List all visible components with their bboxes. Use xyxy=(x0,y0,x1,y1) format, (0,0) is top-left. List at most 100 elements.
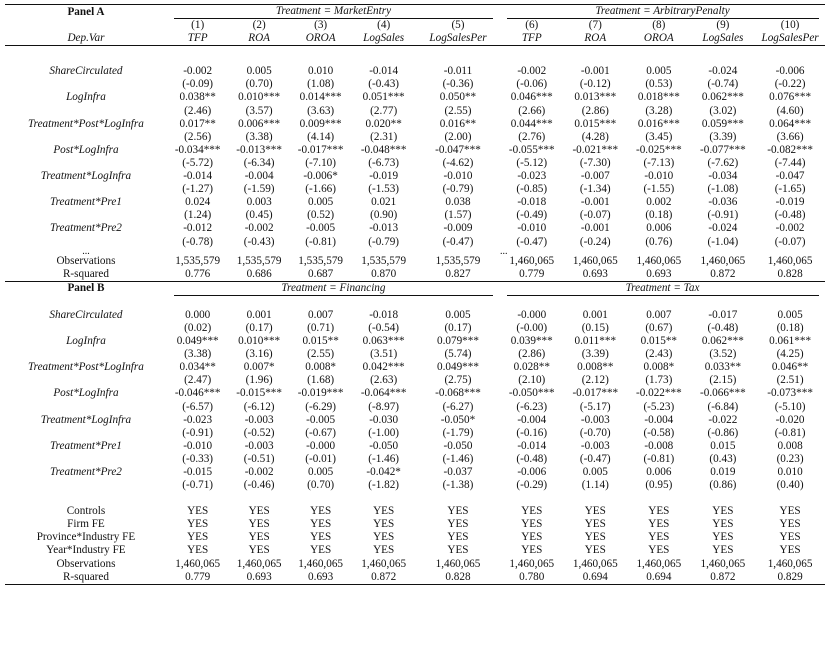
value-cell: 0.028** xyxy=(513,361,550,374)
value-cell: 0.686 xyxy=(228,267,290,282)
value-cell: (-0.07) xyxy=(579,209,611,222)
value-cell: YES xyxy=(779,544,801,557)
value-cell: (-1.34) xyxy=(579,183,611,196)
value-cell: (-0.47) xyxy=(442,235,474,248)
value-cell: (0.18) xyxy=(645,209,673,222)
value-cell: -0.011 xyxy=(443,65,473,78)
value-cell: -0.004 xyxy=(644,413,674,426)
value-cell: (-0.78) xyxy=(182,235,214,248)
value-cell: -0.015*** xyxy=(236,387,282,400)
value-cell: 0.779 xyxy=(166,570,229,585)
value-cell: -0.004 xyxy=(244,170,274,183)
row-label: Observations xyxy=(56,557,116,570)
spacer-row xyxy=(5,46,825,60)
value-cell: (-1.53) xyxy=(368,183,400,196)
value-cell: (-0.74) xyxy=(707,78,739,91)
value-cell: -0.020 xyxy=(775,413,805,426)
tstat-row: (-0.78) (-0.43) (-0.81) (-0.79) (-0.47) (-0.4… xyxy=(5,236,825,249)
fixed-effect-row: Year*Industry FE YES YES YES YES YES YES YES YES… xyxy=(5,544,825,557)
value-cell: 0.870 xyxy=(351,267,416,282)
value-cell: -0.019 xyxy=(369,170,399,183)
value-cell: 1,460,065 xyxy=(700,254,746,267)
spacer-cell xyxy=(500,492,564,505)
row-label xyxy=(5,374,167,387)
panel-label: Panel B xyxy=(67,282,105,295)
spacer-cell xyxy=(416,296,500,309)
row-label: Treatment*Pre2 xyxy=(50,222,122,235)
value-cell: -0.014 xyxy=(183,170,213,183)
value-cell: 0.829 xyxy=(755,570,825,585)
value-cell: 0.000 xyxy=(185,308,211,321)
value-cell: (-6.23) xyxy=(516,400,548,413)
value-cell: (2.75) xyxy=(444,374,472,387)
value-cell: YES xyxy=(248,531,270,544)
value-cell: (3.02) xyxy=(709,104,737,117)
value-cell: (2.86) xyxy=(581,104,609,117)
value-cell: (-5.17) xyxy=(579,400,611,413)
value-cell: 0.827 xyxy=(415,267,500,282)
value-cell: (6) xyxy=(525,19,539,32)
spacer-cell xyxy=(500,46,564,60)
value-cell: YES xyxy=(648,544,670,557)
value-cell: 1,460,065 xyxy=(175,557,221,570)
value-cell: -0.015 xyxy=(183,466,213,478)
row-label xyxy=(5,19,167,32)
value-cell: (-5.23) xyxy=(643,400,675,413)
value-cell: (0.86) xyxy=(709,479,737,492)
row-label: Observations xyxy=(56,254,116,267)
value-cell: 0.033** xyxy=(704,361,742,374)
spacer-cell xyxy=(167,46,228,60)
tstat-row: (2.56) (3.38) (4.14) (2.31) (2.00) (2.76) (4.2… xyxy=(5,131,825,144)
value-cell: 1,535,579 xyxy=(435,254,481,267)
spacer-cell xyxy=(755,492,825,505)
value-cell: 0.010*** xyxy=(238,335,281,348)
spacer-cell xyxy=(691,46,756,60)
row-label: Post*LogInfra xyxy=(53,143,119,156)
value-cell: (-1.04) xyxy=(707,235,739,248)
row-label: Treatment*Post*LogInfra xyxy=(28,117,144,130)
value-cell: -0.050 xyxy=(369,439,399,452)
value-cell: YES xyxy=(187,531,209,544)
value-cell: 0.010*** xyxy=(238,91,281,104)
row-label: Treatment*LogInfra xyxy=(40,170,132,183)
value-cell: YES xyxy=(447,544,469,557)
value-cell: 0.005 xyxy=(308,466,334,478)
value-cell: (-0.70) xyxy=(579,426,611,439)
value-cell: (0.95) xyxy=(645,479,673,492)
coefficient-row: Treatment*Pre2 -0.015 -0.002 0.005 -0.042* -0… xyxy=(5,466,825,479)
value-cell: 0.780 xyxy=(500,570,564,585)
group-title-2: Treatment = Tax xyxy=(500,281,825,296)
value-cell: (3.28) xyxy=(645,104,673,117)
value-cell: 0.024 xyxy=(185,196,211,209)
value-cell: (0.40) xyxy=(776,479,804,492)
value-cell: (2.46) xyxy=(184,104,212,117)
row-label: Firm FE xyxy=(67,518,105,531)
row-label xyxy=(5,131,167,144)
value-cell: 0.694 xyxy=(627,570,691,585)
value-cell: (5) xyxy=(451,19,465,32)
value-cell: (-1.08) xyxy=(707,183,739,196)
value-cell: (2.86) xyxy=(518,348,546,361)
value-cell: YES xyxy=(584,518,606,531)
value-cell: 1,460,065 xyxy=(700,557,746,570)
group-title-1: Treatment = Financing xyxy=(167,281,500,296)
value-cell: 1,535,579 xyxy=(361,254,407,267)
value-cell: 1,460,065 xyxy=(509,557,555,570)
value-cell: -0.047*** xyxy=(435,143,481,156)
value-cell: 0.003 xyxy=(246,196,272,209)
r-squared-row: R-squared 0.776 0.686 0.687 0.870 0.827 0.779 0… xyxy=(5,267,825,282)
value-cell: (-1.46) xyxy=(368,452,400,465)
spacer-cell xyxy=(691,296,756,309)
column-variable: LogSalesPer xyxy=(755,32,825,47)
coefficient-row: Treatment*Post*LogInfra 0.034** 0.007* 0.00… xyxy=(5,361,825,374)
value-cell: (-0.67) xyxy=(305,426,337,439)
value-cell: YES xyxy=(712,531,734,544)
value-cell: 1,460,065 xyxy=(236,557,282,570)
row-label xyxy=(5,105,167,118)
value-cell: 0.010 xyxy=(308,65,334,78)
value-cell: 0.007 xyxy=(308,308,334,321)
value-cell: 1,460,065 xyxy=(572,254,618,267)
value-cell: (1.68) xyxy=(307,374,335,387)
value-cell: (-5.72) xyxy=(182,156,214,169)
value-cell: (-0.01) xyxy=(305,452,337,465)
